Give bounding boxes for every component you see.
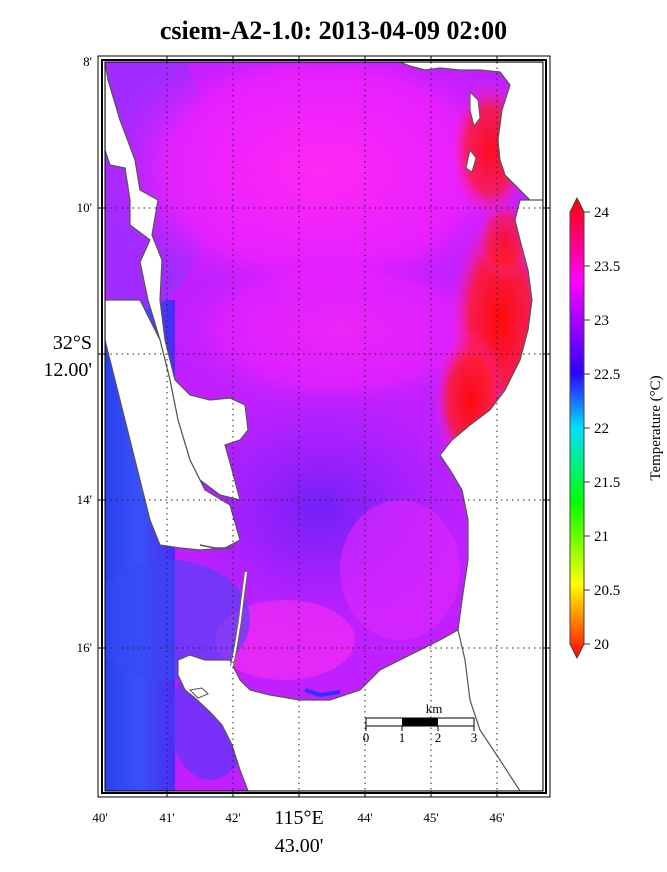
- lon-tick-label: 44': [357, 810, 372, 825]
- colorbar-tick-label: 24: [594, 205, 610, 221]
- lon-tick-label: 46': [489, 810, 504, 825]
- colorbar: 24 23.5 23 22.5 22 21.5 21 20.5 20 Tempe…: [569, 196, 664, 660]
- svg-text:115°E: 115°E: [274, 807, 323, 829]
- graticule: [105, 62, 543, 791]
- island-ne: [469, 90, 481, 128]
- svg-text:12.00': 12.00': [43, 359, 92, 381]
- colorbar-tick-label: 21.5: [594, 475, 620, 491]
- lon-tick-label: 40': [92, 810, 107, 825]
- land-west-island: [105, 299, 241, 551]
- colorbar-label: Temperature (°C): [648, 375, 664, 480]
- scale-bar: km 0 1 2 3: [363, 701, 478, 745]
- colorbar-tick-label: 22.5: [594, 367, 620, 383]
- island-sw: [188, 687, 209, 699]
- lon-major-label: 115°E 43.00': [274, 807, 323, 857]
- lat-tick-label: 16': [77, 640, 92, 655]
- scale-bar-tick: 1: [399, 730, 406, 745]
- colorbar-body: [569, 196, 585, 660]
- lon-tick-label: 41': [159, 810, 174, 825]
- lat-tick-label: 14': [77, 492, 92, 507]
- svg-text:32°S: 32°S: [53, 332, 92, 354]
- lon-tick-label: 45': [423, 810, 438, 825]
- land-south: [177, 629, 521, 791]
- temperature-field: [105, 62, 543, 791]
- scale-bar-unit: km: [426, 701, 443, 716]
- scale-bar-tick: 0: [363, 730, 370, 745]
- colorbar-tick-label: 22: [594, 421, 609, 437]
- lat-tick-labels: 8' 10' 14' 16': [77, 54, 92, 655]
- lat-major-label: 32°S 12.00': [43, 332, 92, 381]
- map-title: csiem-A2-1.0: 2013-04-09 02:00: [159, 16, 508, 45]
- colorbar-tick-label: 23: [594, 313, 609, 329]
- colorbar-tick-label: 20: [594, 637, 609, 653]
- lon-tick-label: 42': [225, 810, 240, 825]
- scale-bar-tick: 2: [435, 730, 442, 745]
- svg-text:43.00': 43.00': [275, 835, 324, 857]
- map-frame: [97, 55, 551, 798]
- scale-bar-tick: 3: [471, 730, 478, 745]
- lon-tick-labels: 40' 41' 42' 44' 45' 46': [92, 810, 504, 825]
- colorbar-tick-label: 23.5: [594, 259, 620, 275]
- lat-tick-label: 10': [77, 200, 92, 215]
- colorbar-tick-label: 20.5: [594, 583, 620, 599]
- colorbar-tick-label: 21: [594, 529, 609, 545]
- lat-tick-label: 8': [83, 54, 92, 69]
